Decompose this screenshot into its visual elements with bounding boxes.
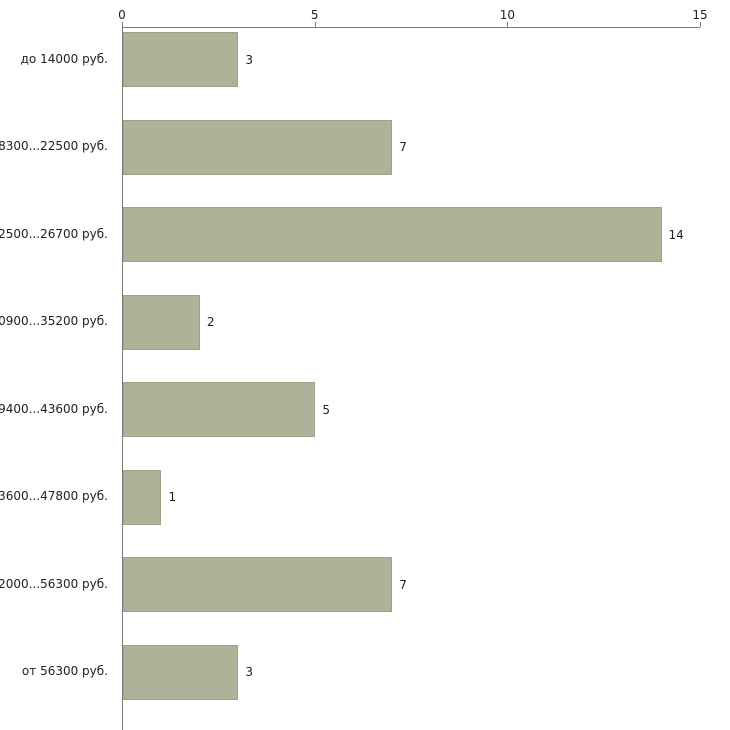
bar-row: 3 [123, 32, 700, 87]
bar-value-label: 1 [168, 490, 177, 504]
category-label: до 14000 руб. [20, 51, 108, 66]
bar-row: 2 [123, 294, 700, 350]
bar [123, 119, 393, 175]
x-tick-label: 15 [692, 8, 708, 22]
bar-value-label: 5 [322, 402, 330, 417]
bar-row: 7 [123, 557, 700, 612]
category-label: 39400...43600 руб. [0, 401, 108, 416]
bar-value-label: 7 [399, 577, 407, 592]
category-label: 43600...47800 руб. [0, 489, 108, 503]
bar-row: 3 [123, 644, 700, 700]
bar-value-label: 2 [206, 315, 215, 329]
category-label: от 56300 руб. [21, 664, 108, 678]
bar [123, 207, 662, 262]
bar-value-label: 7 [399, 140, 407, 154]
x-tick-mark [314, 22, 316, 27]
x-tick-mark [700, 22, 701, 27]
bar-row: 14 [123, 207, 700, 262]
x-tick-mark [507, 22, 509, 27]
bar [123, 469, 162, 525]
plot-area: 3 7 14 2 5 1 7 3 [122, 27, 700, 730]
bar-value-label: 3 [245, 52, 254, 67]
bar-row: 5 [123, 382, 700, 437]
bar-value-label: 3 [245, 665, 254, 679]
bar [123, 644, 239, 700]
bar-row: 7 [123, 119, 700, 175]
category-label: 18300...22500 руб. [0, 139, 108, 153]
x-tick-mark [122, 22, 123, 27]
bar [123, 557, 393, 612]
x-tick-label: 5 [310, 8, 319, 22]
x-tick-label: 0 [118, 8, 126, 22]
bar [123, 382, 316, 437]
category-label: 52000...56300 руб. [0, 576, 108, 591]
bar [123, 32, 239, 87]
category-label: 22500...26700 руб. [0, 226, 108, 241]
bar [123, 294, 200, 350]
bar-value-label: 14 [668, 227, 684, 242]
category-label: 30900...35200 руб. [0, 314, 108, 328]
bar-row: 1 [123, 469, 700, 525]
x-tick-label: 10 [499, 8, 515, 22]
